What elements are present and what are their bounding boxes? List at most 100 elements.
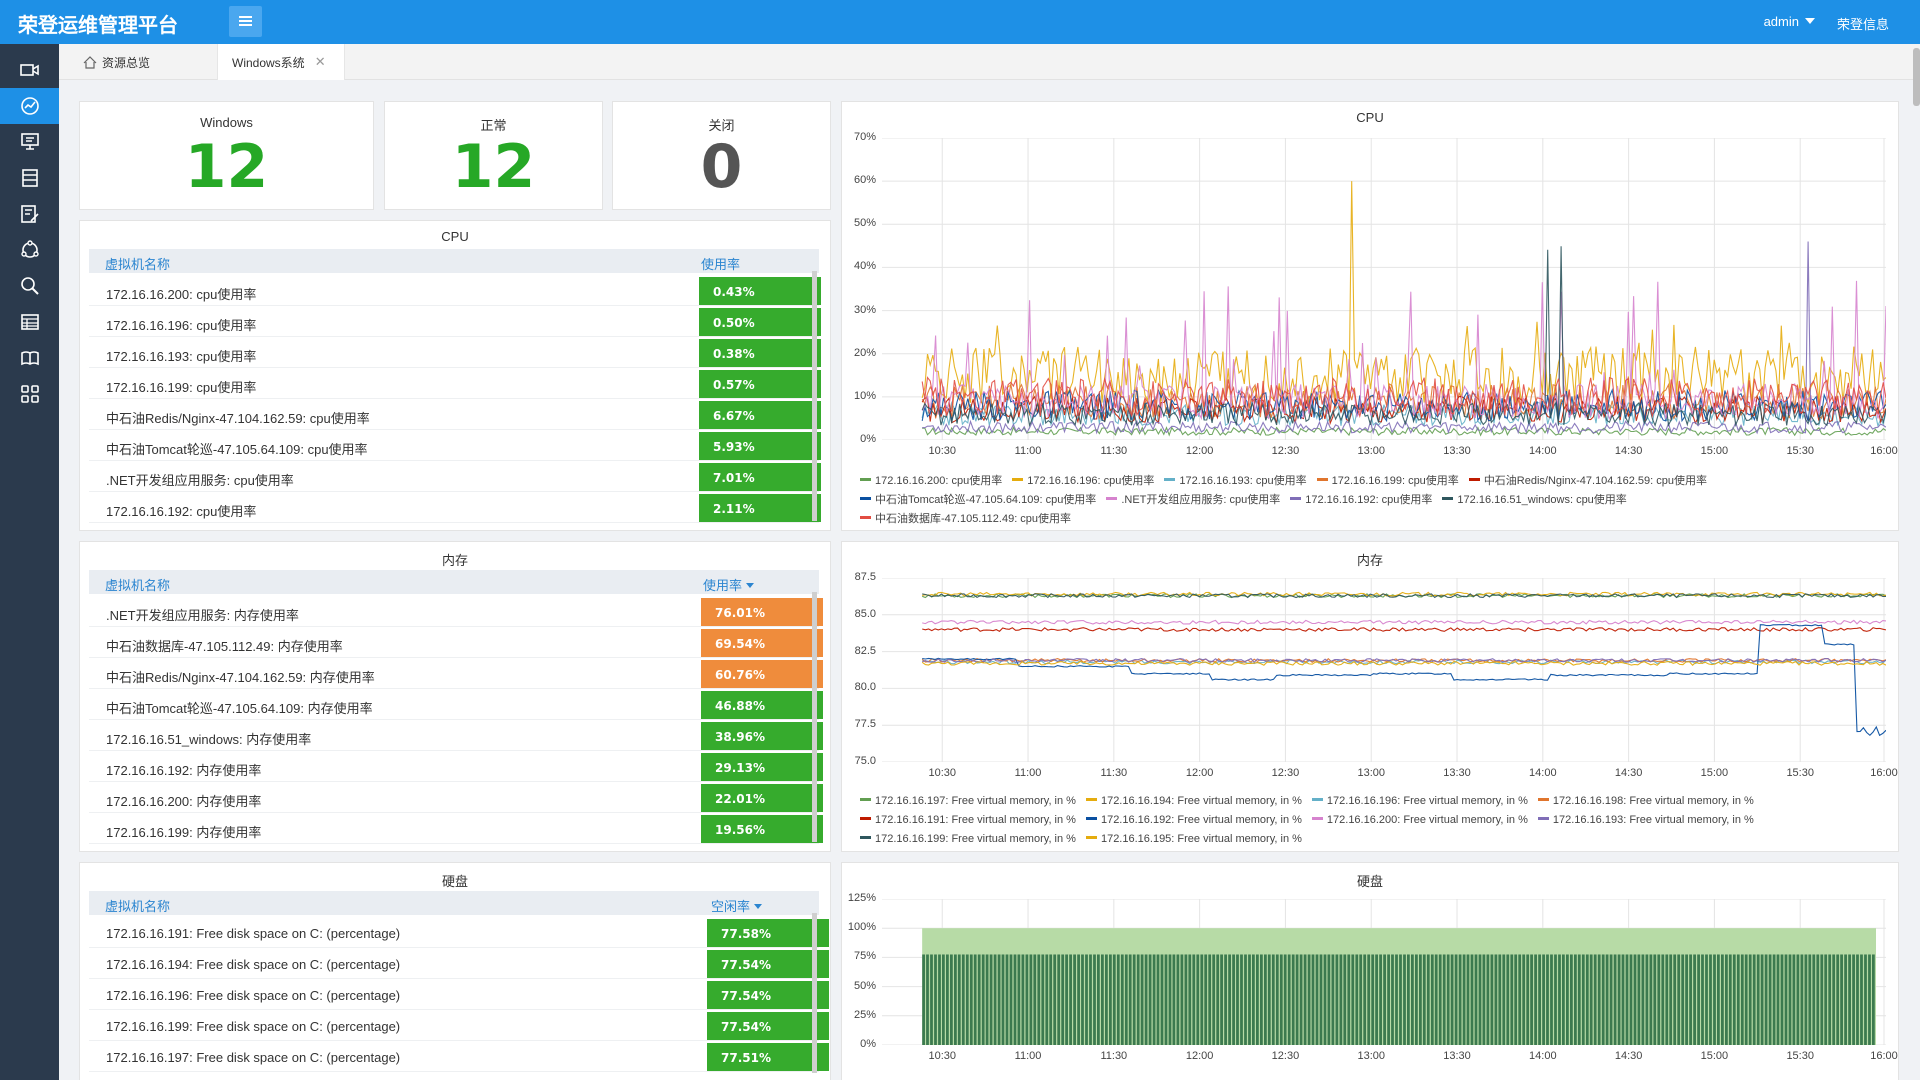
- legend-item[interactable]: 172.16.16.191: Free virtual memory, in %: [860, 811, 1076, 830]
- table-scrollbar[interactable]: [812, 271, 817, 521]
- tab-home[interactable]: 资源总览: [69, 44, 167, 80]
- legend-item[interactable]: 172.16.16.198: Free virtual memory, in %: [1537, 792, 1754, 811]
- table-row[interactable]: 中石油数据库-47.105.112.49: 内存使用率 69.54%: [89, 627, 823, 658]
- page-scrollbar[interactable]: [1913, 48, 1920, 106]
- legend-item[interactable]: 中石油数据库-47.105.112.49: cpu使用率: [860, 510, 1071, 529]
- stat-value: 0: [700, 132, 743, 202]
- bar: [997, 954, 1001, 1045]
- table-row[interactable]: 172.16.16.192: cpu使用率 2.11%: [89, 492, 821, 523]
- table-row[interactable]: 172.16.16.199: cpu使用率 0.57%: [89, 368, 821, 399]
- menu-toggle-button[interactable]: [229, 6, 262, 37]
- column-header-usage[interactable]: 使用率: [701, 257, 741, 272]
- bar: [1641, 954, 1645, 1045]
- table-row[interactable]: 172.16.16.196: Free disk space on C: (pe…: [89, 979, 829, 1010]
- legend-swatch: [1468, 478, 1480, 481]
- bar: [1522, 954, 1526, 1045]
- legend-item[interactable]: 172.16.16.51_windows: cpu使用率: [1442, 491, 1627, 510]
- sidebar-item-books[interactable]: [0, 340, 59, 376]
- tab-windows[interactable]: Windows系统 ✕: [217, 44, 345, 80]
- sidebar-item-desktop[interactable]: [0, 124, 59, 160]
- legend-item[interactable]: 172.16.16.196: cpu使用率: [1012, 472, 1154, 491]
- table-row[interactable]: 172.16.16.194: Free disk space on C: (pe…: [89, 948, 829, 979]
- sidebar-item-table[interactable]: [0, 304, 59, 340]
- legend-item[interactable]: .NET开发组应用服务: cpu使用率: [1106, 491, 1280, 510]
- table-row[interactable]: 中石油Redis/Nginx-47.104.162.59: cpu使用率 6.67…: [89, 399, 821, 430]
- table-scrollbar[interactable]: [812, 592, 817, 842]
- bar: [1864, 954, 1867, 1045]
- sidebar-item-search[interactable]: [0, 268, 59, 304]
- column-header-name[interactable]: 虚拟机名称: [105, 899, 171, 914]
- table-row[interactable]: 172.16.16.200: cpu使用率 0.43%: [89, 275, 821, 306]
- bar: [1188, 954, 1192, 1045]
- x-tick-label: 12:30: [1271, 1050, 1300, 1062]
- bar: [1375, 954, 1378, 1045]
- column-header-name[interactable]: 虚拟机名称: [105, 257, 171, 272]
- legend-item[interactable]: 172.16.16.194: Free virtual memory, in %: [1085, 792, 1302, 811]
- legend-item[interactable]: 172.16.16.195: Free virtual memory, in %: [1085, 830, 1302, 849]
- row-name: .NET开发组应用服务: 内存使用率: [106, 608, 299, 623]
- legend-item[interactable]: 中石油Redis/Nginx-47.104.162.59: cpu使用率: [1468, 472, 1707, 491]
- chart-plot-area[interactable]: [882, 899, 1886, 1045]
- table-row[interactable]: 172.16.16.200: 内存使用率 22.01%: [89, 782, 823, 813]
- info-link[interactable]: 荣登信息: [1836, 17, 1889, 32]
- column-header-name[interactable]: 虚拟机名称: [105, 578, 171, 593]
- legend-item[interactable]: 172.16.16.192: cpu使用率: [1290, 491, 1432, 510]
- table-row[interactable]: 172.16.16.51_windows: 内存使用率 38.96%: [89, 720, 823, 751]
- legend-item[interactable]: 172.16.16.200: Free virtual memory, in %: [1311, 811, 1528, 830]
- bar: [1291, 954, 1295, 1045]
- table-row[interactable]: 中石油Tomcat轮巡-47.105.64.109: 内存使用率 46.88%: [89, 689, 823, 720]
- table-row[interactable]: .NET开发组应用服务: cpu使用率 7.01%: [89, 461, 821, 492]
- stat-card-normal: 正常 12: [384, 101, 603, 210]
- sidebar-item-server[interactable]: [0, 160, 59, 196]
- sidebar-item-dashboard[interactable]: [0, 88, 59, 124]
- legend-item[interactable]: 172.16.16.197: Free virtual memory, in %: [860, 792, 1076, 811]
- legend-item[interactable]: 172.16.16.192: Free virtual memory, in %: [1085, 811, 1302, 830]
- table-row[interactable]: 172.16.16.191: Free disk space on C: (pe…: [89, 917, 829, 948]
- column-header-free[interactable]: 空闲率: [711, 896, 763, 915]
- legend-item[interactable]: 172.16.16.199: cpu使用率: [1316, 472, 1459, 491]
- x-tick-label: 11:30: [1100, 445, 1128, 457]
- user-menu[interactable]: admin: [1764, 14, 1815, 29]
- bar: [1128, 954, 1132, 1045]
- sidebar-item-edit[interactable]: [0, 196, 59, 232]
- table-row[interactable]: 172.16.16.192: 内存使用率 29.13%: [89, 751, 823, 782]
- legend-item[interactable]: 172.16.16.200: cpu使用率: [860, 472, 1002, 491]
- legend-item[interactable]: 172.16.16.196: Free virtual memory, in %: [1311, 792, 1528, 811]
- table-row[interactable]: 172.16.16.199: Free disk space on C: (pe…: [89, 1010, 829, 1041]
- table-row[interactable]: 中石油Tomcat轮巡-47.105.64.109: cpu使用率 5.93%: [89, 430, 821, 461]
- sidebar-item-cloud[interactable]: [0, 232, 59, 268]
- bar: [1474, 954, 1478, 1045]
- x-tick-label: 14:30: [1614, 445, 1643, 457]
- bar: [926, 954, 929, 1045]
- grid-icon: [20, 385, 39, 403]
- bar: [1005, 954, 1009, 1045]
- table-row[interactable]: 172.16.16.197: Free disk space on C: (pe…: [89, 1041, 829, 1072]
- bar: [1693, 954, 1696, 1045]
- close-icon[interactable]: ✕: [314, 54, 326, 69]
- legend-swatch: [1164, 478, 1176, 481]
- column-header-usage[interactable]: 使用率: [703, 575, 755, 594]
- bar: [1379, 954, 1382, 1045]
- usage-value-cell: 0.50%: [699, 308, 821, 336]
- legend-item[interactable]: 172.16.16.193: cpu使用率: [1164, 472, 1307, 491]
- legend-item[interactable]: 中石油Tomcat轮巡-47.105.64.109: cpu使用率: [860, 491, 1096, 510]
- table-row[interactable]: .NET开发组应用服务: 内存使用率 76.01%: [89, 596, 823, 627]
- bar: [1542, 954, 1545, 1045]
- table-scrollbar[interactable]: [812, 913, 817, 1073]
- chart-plot-area[interactable]: [882, 138, 1886, 440]
- legend-swatch: [1085, 836, 1097, 839]
- table-row[interactable]: 中石油Redis/Nginx-47.104.162.59: 内存使用率 60.76…: [89, 658, 823, 689]
- bar: [1836, 954, 1840, 1045]
- table-header: 虚拟机名称 使用率: [89, 249, 819, 273]
- sidebar-item-video[interactable]: [0, 52, 59, 88]
- table-row[interactable]: 172.16.16.196: cpu使用率 0.50%: [89, 306, 821, 337]
- legend-item[interactable]: 172.16.16.193: Free virtual memory, in %: [1537, 811, 1754, 830]
- legend-item[interactable]: 172.16.16.199: Free virtual memory, in %: [860, 830, 1076, 849]
- bar: [1295, 954, 1299, 1045]
- table-row[interactable]: 172.16.16.193: cpu使用率 0.38%: [89, 337, 821, 368]
- sidebar-item-apps[interactable]: [0, 376, 59, 412]
- bar: [1478, 954, 1482, 1045]
- chart-legend: 172.16.16.197: Free virtual memory, in %…: [860, 792, 1860, 811]
- chart-plot-area[interactable]: [882, 578, 1886, 762]
- table-row[interactable]: 172.16.16.199: 内存使用率 19.56%: [89, 813, 823, 844]
